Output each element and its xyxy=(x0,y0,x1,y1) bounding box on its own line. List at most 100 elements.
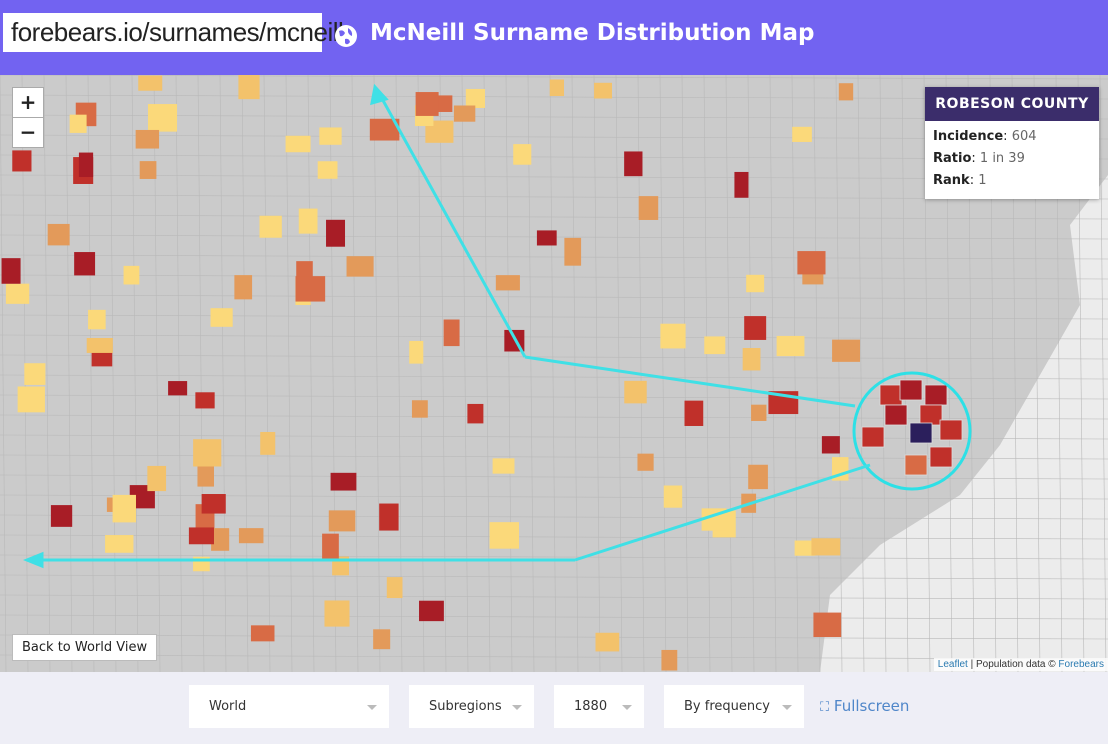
link[interactable]: Forebears xyxy=(1058,659,1104,670)
zoom-in[interactable]: + xyxy=(12,87,44,118)
county[interactable] xyxy=(748,464,768,490)
county[interactable] xyxy=(453,105,476,122)
county[interactable] xyxy=(373,629,391,650)
county[interactable] xyxy=(139,161,157,179)
county[interactable] xyxy=(409,340,424,364)
county[interactable] xyxy=(744,316,767,340)
county[interactable] xyxy=(751,404,767,421)
county[interactable] xyxy=(201,494,226,514)
county[interactable] xyxy=(704,336,726,355)
level-select[interactable]: Subregions xyxy=(409,685,534,728)
county[interactable] xyxy=(24,363,46,385)
county[interactable] xyxy=(595,632,620,652)
county[interactable] xyxy=(899,379,923,401)
link[interactable]: Leaflet xyxy=(937,659,968,670)
county[interactable] xyxy=(797,251,826,275)
county[interactable] xyxy=(112,494,136,523)
county[interactable] xyxy=(328,510,356,532)
county[interactable] xyxy=(637,453,654,471)
county[interactable] xyxy=(138,75,163,91)
county[interactable] xyxy=(188,527,214,545)
county[interactable] xyxy=(536,230,557,246)
county[interactable] xyxy=(234,275,253,300)
county[interactable] xyxy=(195,392,215,409)
county[interactable] xyxy=(638,196,659,220)
county[interactable] xyxy=(105,535,134,553)
county[interactable] xyxy=(746,274,765,293)
county[interactable] xyxy=(298,208,318,234)
county[interactable] xyxy=(74,252,96,276)
county[interactable] xyxy=(564,237,582,266)
county[interactable] xyxy=(465,88,485,108)
county[interactable] xyxy=(78,152,94,178)
county[interactable] xyxy=(513,144,532,165)
county[interactable] xyxy=(467,403,484,424)
county[interactable] xyxy=(123,265,140,285)
county[interactable] xyxy=(148,104,178,132)
county[interactable] xyxy=(12,150,32,172)
county[interactable] xyxy=(879,384,903,406)
county[interactable] xyxy=(492,458,515,474)
county[interactable] xyxy=(168,381,188,396)
county[interactable] xyxy=(330,472,357,491)
county[interactable] xyxy=(322,533,339,559)
county[interactable] xyxy=(386,577,403,599)
county[interactable] xyxy=(425,120,454,143)
county[interactable] xyxy=(1,258,21,284)
county[interactable] xyxy=(624,151,643,177)
county[interactable] xyxy=(5,283,30,304)
county[interactable] xyxy=(832,339,861,362)
county[interactable] xyxy=(661,649,678,671)
county[interactable] xyxy=(91,352,113,367)
county[interactable] xyxy=(495,275,520,291)
county[interactable] xyxy=(88,309,106,330)
county[interactable] xyxy=(794,540,816,556)
county[interactable] xyxy=(319,127,342,145)
county[interactable] xyxy=(792,126,812,142)
county[interactable] xyxy=(594,82,612,99)
zoom-out[interactable]: − xyxy=(12,117,44,148)
county[interactable] xyxy=(193,439,222,467)
county[interactable] xyxy=(379,503,399,531)
county[interactable] xyxy=(326,219,346,247)
county[interactable] xyxy=(734,171,749,198)
county[interactable] xyxy=(317,161,338,179)
county[interactable] xyxy=(411,400,428,418)
county[interactable] xyxy=(86,338,113,353)
county[interactable] xyxy=(419,600,444,622)
county[interactable] xyxy=(904,454,928,476)
county[interactable] xyxy=(346,256,374,277)
county[interactable] xyxy=(135,129,160,149)
county[interactable] xyxy=(838,83,854,101)
county[interactable] xyxy=(47,223,70,246)
county[interactable] xyxy=(624,380,647,404)
county[interactable] xyxy=(821,436,840,454)
county[interactable] xyxy=(813,612,842,638)
county[interactable] xyxy=(939,419,963,441)
county[interactable] xyxy=(285,135,311,153)
county[interactable] xyxy=(919,404,943,426)
map[interactable] xyxy=(0,75,1108,672)
county[interactable] xyxy=(776,335,805,357)
county[interactable] xyxy=(549,79,565,97)
county[interactable] xyxy=(147,465,167,492)
county[interactable] xyxy=(197,464,214,487)
county[interactable] xyxy=(295,276,326,302)
county[interactable] xyxy=(210,308,233,327)
county[interactable] xyxy=(238,75,260,100)
mode-select[interactable]: By frequency xyxy=(664,685,804,728)
county[interactable] xyxy=(660,323,686,349)
county[interactable] xyxy=(489,522,520,549)
county[interactable] xyxy=(369,118,400,141)
county[interactable] xyxy=(663,485,683,508)
county[interactable] xyxy=(211,528,230,551)
region-select[interactable]: World xyxy=(189,685,389,728)
fullscreen-button[interactable]: ⛶ Fullscreen xyxy=(820,697,910,715)
county[interactable] xyxy=(684,400,704,426)
county[interactable] xyxy=(17,386,45,413)
county[interactable] xyxy=(415,92,439,116)
back-button[interactable]: Back to World View xyxy=(12,634,158,661)
county[interactable] xyxy=(69,114,87,133)
county[interactable] xyxy=(929,446,953,468)
county[interactable] xyxy=(811,538,841,556)
